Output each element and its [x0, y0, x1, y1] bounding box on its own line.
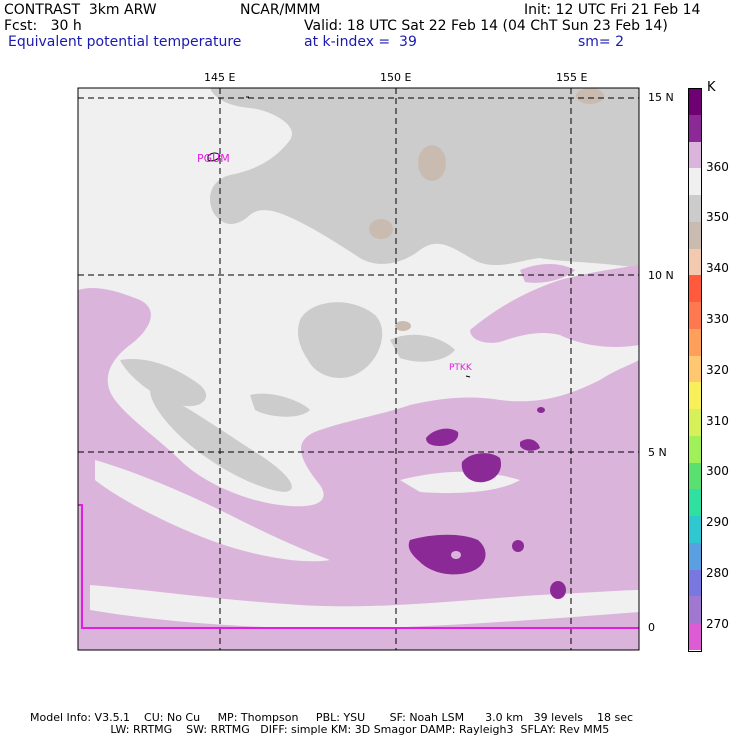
colorbar-label: 340	[706, 261, 729, 275]
lat-label-0: 0	[648, 621, 655, 634]
lon-label-155: 155 E	[556, 71, 588, 84]
model-info-line-1: Model Info: V3.5.1 CU: No Cu MP: Thompso…	[30, 711, 634, 724]
lon-label-145: 145 E	[204, 71, 236, 84]
colorbar-label: 330	[706, 312, 729, 326]
lat-label-10n: 10 N	[648, 269, 674, 282]
colorbar-label: 350	[706, 210, 729, 224]
colorbar-label: 270	[706, 617, 729, 631]
smoothing-label: sm= 2	[578, 34, 625, 50]
valid-time: Valid: 18 UTC Sat 22 Feb 14 (04 ChT Sun …	[304, 18, 668, 34]
init-time: Init: 12 UTC Fri 21 Feb 14	[524, 2, 701, 18]
model-title: CONTRAST 3km ARW	[4, 2, 157, 18]
colorbar-label: 310	[706, 414, 729, 428]
colorbar-label: 320	[706, 363, 729, 377]
lon-label-150: 150 E	[380, 71, 412, 84]
model-info-line-2: LW: RRTMG SW: RRTMG DIFF: simple KM: 3D …	[30, 723, 610, 736]
field-name: Equivalent potential temperature	[8, 34, 242, 50]
colorbar-label: 280	[706, 566, 729, 580]
colorbar-frame	[688, 88, 702, 652]
colorbar-label: 290	[706, 515, 729, 529]
org-label: NCAR/MMM	[240, 2, 321, 18]
lat-label-5n: 5 N	[648, 446, 667, 459]
level-index: at k-index = 39	[304, 34, 417, 50]
forecast-hour: Fcst: 30 h	[4, 18, 82, 34]
station-label-ptkk: PTKK	[449, 363, 473, 373]
colorbar-label: 300	[706, 464, 729, 478]
theta-e-field	[78, 88, 639, 650]
graticule	[78, 88, 639, 650]
station-label-pgum: PGUM	[197, 152, 230, 165]
colorbar-label: 360	[706, 160, 729, 174]
colorbar-unit: K	[707, 80, 716, 95]
domain-boundary	[78, 504, 639, 629]
lat-label-15n: 15 N	[648, 91, 674, 104]
